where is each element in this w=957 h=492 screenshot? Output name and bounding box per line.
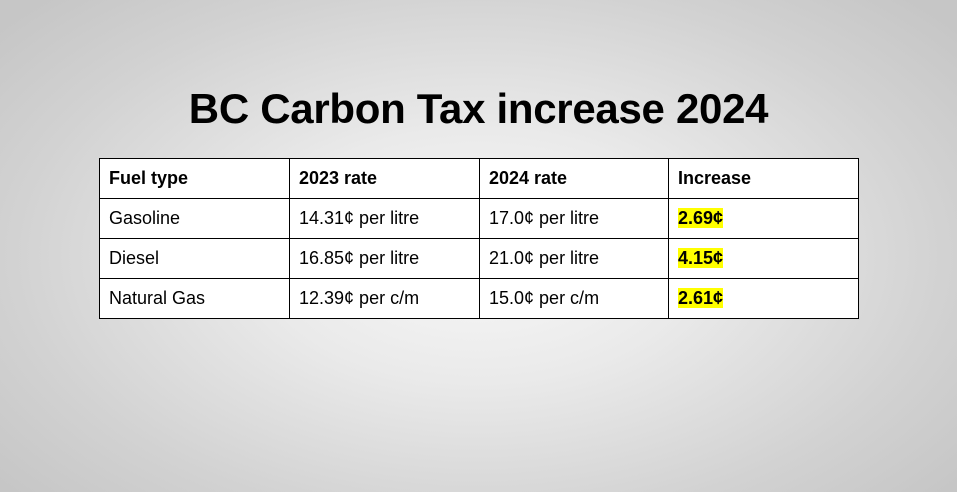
cell-2023-rate: 16.85¢ per litre <box>289 238 480 279</box>
cell-2024-rate: 15.0¢ per c/m <box>479 278 669 319</box>
cell-increase: 2.69¢ <box>668 198 859 239</box>
cell-fuel-type: Diesel <box>99 238 290 279</box>
table-row: Gasoline 14.31¢ per litre 17.0¢ per litr… <box>99 198 859 239</box>
cell-2024-rate: 17.0¢ per litre <box>479 198 669 239</box>
table-row: Natural Gas 12.39¢ per c/m 15.0¢ per c/m… <box>99 278 859 319</box>
cell-2023-rate: 12.39¢ per c/m <box>289 278 480 319</box>
increase-value: 2.69¢ <box>678 208 724 228</box>
cell-increase: 4.15¢ <box>668 238 859 279</box>
header-fuel-type: Fuel type <box>99 158 290 199</box>
cell-2024-rate: 21.0¢ per litre <box>479 238 669 279</box>
cell-increase: 2.61¢ <box>668 278 859 319</box>
cell-2023-rate: 14.31¢ per litre <box>289 198 480 239</box>
cell-fuel-type: Natural Gas <box>99 278 290 319</box>
header-2024-rate: 2024 rate <box>479 158 669 199</box>
table-header-row: Fuel type 2023 rate 2024 rate Increase <box>99 158 859 199</box>
header-2023-rate: 2023 rate <box>289 158 480 199</box>
cell-fuel-type: Gasoline <box>99 198 290 239</box>
table-row: Diesel 16.85¢ per litre 21.0¢ per litre … <box>99 238 859 279</box>
increase-value: 2.61¢ <box>678 288 724 308</box>
carbon-tax-table: Fuel type 2023 rate 2024 rate Increase G… <box>99 158 859 319</box>
header-increase: Increase <box>668 158 859 199</box>
slide-title: BC Carbon Tax increase 2024 <box>188 85 769 132</box>
increase-value: 4.15¢ <box>678 248 724 268</box>
